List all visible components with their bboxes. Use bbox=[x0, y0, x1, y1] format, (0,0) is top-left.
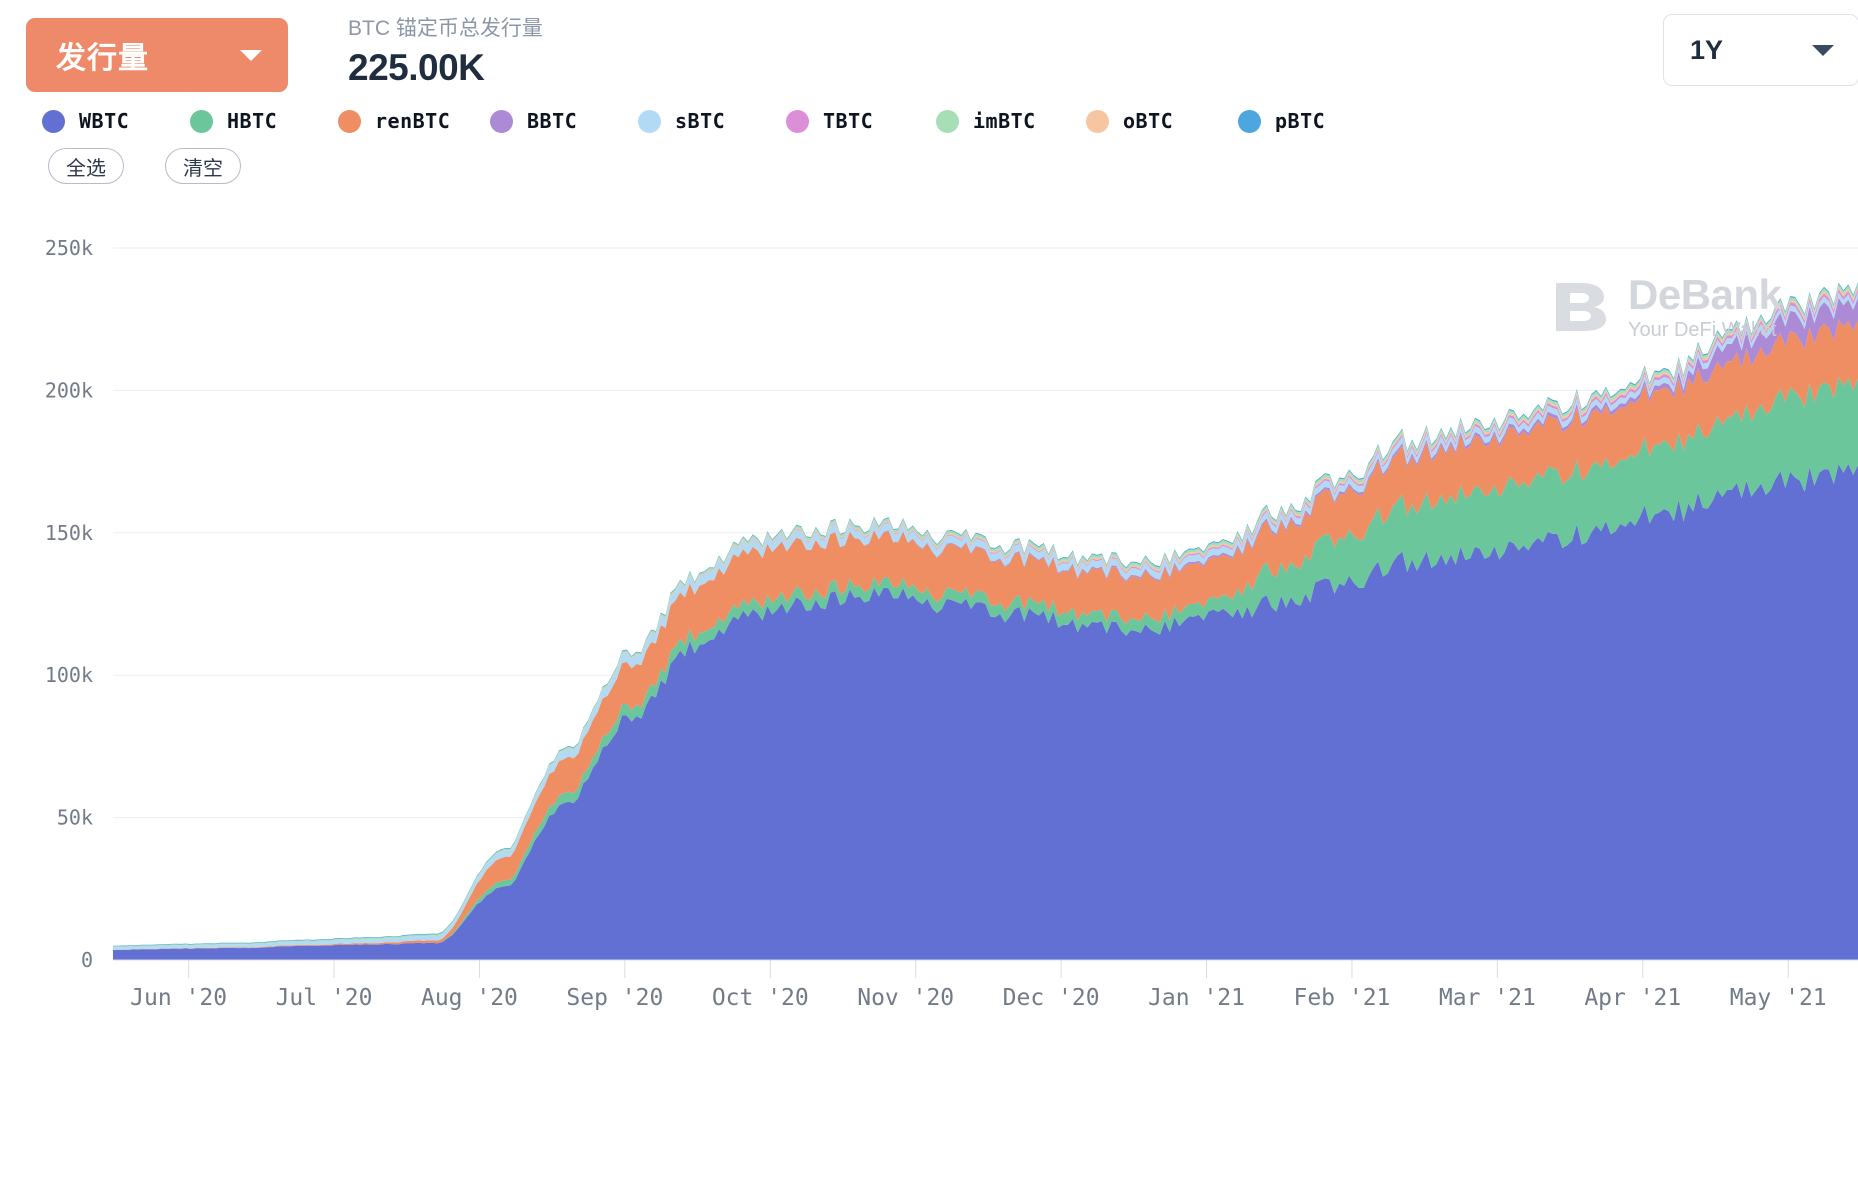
legend-item-tbtc[interactable]: TBTC bbox=[786, 100, 873, 142]
legend-item-pbtc[interactable]: pBTC bbox=[1238, 100, 1325, 142]
y-axis-tick-label: 200k bbox=[45, 378, 93, 402]
legend-color-swatch bbox=[638, 109, 661, 133]
legend-color-swatch bbox=[1238, 109, 1261, 133]
legend-item-label: BBTC bbox=[527, 109, 578, 133]
y-axis-tick-label: 150k bbox=[45, 521, 93, 545]
legend-item-imbtc[interactable]: imBTC bbox=[936, 100, 1036, 142]
x-axis-tick-label: Sep '20 bbox=[566, 985, 663, 1011]
legend-item-label: TBTC bbox=[823, 109, 874, 133]
y-axis-tick-label: 250k bbox=[45, 236, 93, 260]
area-series-renbtc[interactable] bbox=[113, 319, 1858, 951]
legend-color-swatch bbox=[338, 109, 361, 133]
clear-button[interactable]: 清空 bbox=[165, 148, 241, 184]
x-axis-tick-label: Aug '20 bbox=[421, 985, 518, 1011]
metric-dropdown-label: 发行量 bbox=[56, 42, 149, 75]
legend-color-swatch bbox=[42, 109, 65, 133]
stacked-area-chart[interactable]: 0 50k 100k 150k 200k 250k Jun '20 Jul '20 Aug '2… bbox=[0, 200, 1858, 1178]
legend-item-label: WBTC bbox=[79, 109, 130, 133]
x-axis-tick-label: Jul '20 bbox=[276, 985, 373, 1011]
chevron-down-icon bbox=[240, 49, 262, 61]
x-axis-tick-label: Dec '20 bbox=[1003, 985, 1100, 1011]
area-series-wbtc[interactable] bbox=[113, 463, 1858, 960]
legend-item-label: renBTC bbox=[375, 109, 451, 133]
y-axis-tick-label: 50k bbox=[57, 806, 93, 830]
x-axis-tick-label: Nov '20 bbox=[857, 985, 954, 1011]
x-axis-tick-label: Jan '21 bbox=[1148, 985, 1245, 1011]
x-axis-tick-label: Jun '20 bbox=[130, 985, 227, 1011]
x-axis-tick-label: Feb '21 bbox=[1293, 985, 1390, 1011]
chart-total-value: 225.00K bbox=[348, 47, 485, 88]
legend-item-wbtc[interactable]: WBTC bbox=[42, 100, 129, 142]
y-axis-tick-label: 100k bbox=[45, 663, 93, 687]
metric-dropdown[interactable]: 发行量 bbox=[26, 18, 288, 92]
legend-color-swatch bbox=[936, 109, 959, 133]
y-axis-tick-label: 0 bbox=[81, 948, 93, 972]
legend-color-swatch bbox=[490, 109, 513, 133]
select-all-button[interactable]: 全选 bbox=[48, 148, 124, 184]
legend-item-renbtc[interactable]: renBTC bbox=[338, 100, 450, 142]
legend-color-swatch bbox=[786, 109, 809, 133]
headline-block: BTC 锚定币总发行量 225.00K bbox=[348, 14, 543, 92]
legend-item-obtc[interactable]: oBTC bbox=[1086, 100, 1173, 142]
x-axis-tick-label: Mar '21 bbox=[1439, 985, 1536, 1011]
legend-item-label: HBTC bbox=[227, 109, 278, 133]
legend-color-swatch bbox=[190, 109, 213, 133]
legend-item-label: sBTC bbox=[675, 109, 726, 133]
legend-item-label: imBTC bbox=[973, 109, 1036, 133]
legend-item-sbtc[interactable]: sBTC bbox=[638, 100, 725, 142]
chart-subtitle: BTC 锚定币总发行量 bbox=[348, 17, 543, 40]
legend-color-swatch bbox=[1086, 109, 1109, 133]
legend-item-hbtc[interactable]: HBTC bbox=[190, 100, 277, 142]
legend-item-label: oBTC bbox=[1123, 109, 1174, 133]
chevron-down-icon bbox=[1812, 44, 1834, 56]
x-axis-tick-label: Oct '20 bbox=[712, 985, 809, 1011]
chart-header: 发行量 BTC 锚定币总发行量 225.00K 1Y bbox=[0, 0, 1858, 100]
legend-controls: 全选 清空 bbox=[48, 148, 241, 184]
x-axis-tick-label: Apr '21 bbox=[1584, 985, 1681, 1011]
area-series-hbtc[interactable] bbox=[113, 376, 1858, 951]
time-range-label: 1Y bbox=[1690, 34, 1724, 65]
legend-item-label: pBTC bbox=[1275, 109, 1326, 133]
chart-area[interactable]: 0 50k 100k 150k 200k 250k Jun '20 Jul '20 Aug '2… bbox=[0, 200, 1858, 1178]
time-range-dropdown[interactable]: 1Y bbox=[1663, 14, 1858, 86]
legend-item-bbtc[interactable]: BBTC bbox=[490, 100, 577, 142]
series-legend: WBTC HBTC renBTC BBTC sBTC TBTC imBTC oBTC pBTC bbox=[0, 100, 1858, 142]
x-axis-tick-label: May '21 bbox=[1730, 985, 1827, 1011]
